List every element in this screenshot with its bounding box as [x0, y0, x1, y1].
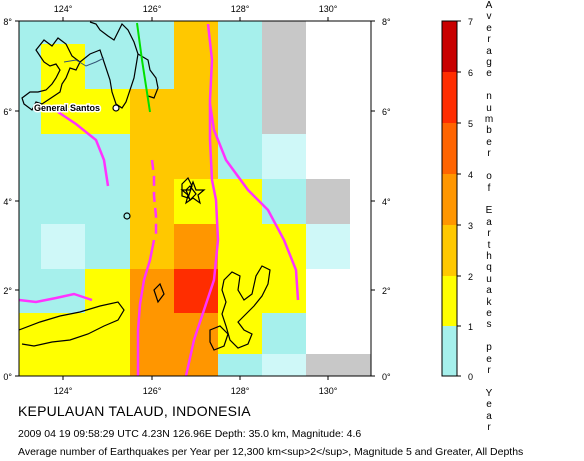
- legend-title-letter: e: [486, 307, 492, 319]
- legend-tick-7: 7: [468, 17, 473, 27]
- map-frame: [18, 20, 372, 377]
- region-title: KEPULAUAN TALAUD, INDONESIA: [18, 403, 251, 419]
- lat-tick-left-8: 8°: [3, 17, 12, 27]
- legend-title-letter: e: [486, 136, 492, 148]
- island-near-sangihe: [153, 282, 165, 304]
- lon-tick-bottom-124: 124°: [54, 386, 73, 396]
- island-small: [123, 212, 131, 220]
- morotai-coast: [209, 325, 229, 351]
- talaud-island-north: [185, 185, 197, 202]
- legend-title-letter: s: [486, 319, 492, 331]
- lat-tick-left-2: 2°: [3, 286, 12, 296]
- lat-tick-left-6: 6°: [3, 107, 12, 117]
- legend-title-letter: g: [486, 57, 492, 69]
- legend-title-letter: r: [487, 148, 491, 160]
- talaud-island-south: [181, 176, 193, 199]
- legend-title-letter: k: [486, 296, 492, 308]
- legend-title-letter: f: [487, 182, 491, 194]
- legend-tick-4: 4: [468, 170, 473, 180]
- lon-tick-top-128: 128°: [231, 4, 250, 14]
- legend-title-letter: h: [486, 250, 492, 262]
- legend-title-letter: r: [487, 34, 491, 46]
- legend-title-letter: Y: [485, 387, 493, 399]
- legend-title-letter: a: [486, 285, 492, 297]
- city-label: General Santos: [34, 103, 100, 113]
- legend-tick-2: 2: [468, 272, 473, 282]
- cotabato-trench: [57, 110, 110, 187]
- lon-tick-bottom-126: 126°: [143, 386, 162, 396]
- legend-title-letter: e: [486, 22, 492, 34]
- legend-tick-1: 1: [468, 322, 473, 332]
- lat-tick-right-2: 2°: [382, 286, 391, 296]
- legend-tick-6: 6: [468, 68, 473, 78]
- mindanao-east-coast: [79, 21, 139, 109]
- lat-tick-right-8: 8°: [382, 17, 391, 27]
- event-details: 2009 04 19 09:58:29 UTC 4.23N 126.96E De…: [18, 428, 362, 440]
- legend-title-letter: u: [486, 102, 492, 114]
- lat-tick-left-0: 0°: [3, 372, 12, 382]
- lon-tick-top-124: 124°: [54, 4, 73, 14]
- mindanao-west-coast: [21, 37, 81, 111]
- legend-title-letter: a: [486, 45, 492, 57]
- legend-title-letter: t: [487, 239, 491, 251]
- lat-tick-right-4: 4°: [382, 197, 391, 207]
- seismicity-grid: [19, 21, 371, 376]
- legend-title-letter: [482, 80, 496, 91]
- lat-tick-left-4: 4°: [3, 197, 12, 207]
- legend-title-letter: p: [486, 342, 492, 354]
- philippine-trench-east: [208, 103, 300, 301]
- legend-title-letter: r: [487, 365, 491, 376]
- lat-tick-right-0: 0°: [382, 372, 391, 382]
- legend-title-letter: a: [486, 410, 492, 422]
- legend-title-letter: e: [486, 399, 492, 411]
- sangihe-thrust-dashed: [150, 159, 158, 234]
- sangihe-thrust: [136, 239, 156, 376]
- halmahera-coast: [221, 265, 271, 349]
- philippine-trench-west: [184, 23, 220, 376]
- legend-title-letter: m: [484, 114, 494, 126]
- legend-title-letter: [482, 331, 496, 342]
- legend-title-letter: a: [486, 216, 492, 228]
- coastlines: [19, 21, 271, 351]
- legend-title-letter: b: [486, 125, 492, 137]
- legend-title-letter: q: [486, 262, 492, 274]
- lon-tick-bottom-128: 128°: [231, 386, 250, 396]
- sulawesi-north-arm: [19, 301, 125, 347]
- legend-title-letter: E: [485, 205, 493, 217]
- legend-title-letter: e: [486, 68, 492, 80]
- map-description: Average number of Earthquakes per Year p…: [18, 446, 524, 458]
- map-ticks: [15, 17, 375, 380]
- legend-title-letter: u: [486, 273, 492, 285]
- lat-tick-right-6: 6°: [382, 107, 391, 117]
- legend-title-letter: r: [487, 228, 491, 240]
- legend-title-letter: e: [486, 353, 492, 365]
- river-line: [63, 57, 105, 67]
- city-marker-icon: [112, 104, 120, 112]
- legend-title-letter: A: [485, 0, 493, 11]
- green-line: [136, 22, 151, 113]
- legend-title-letter: v: [486, 11, 492, 23]
- lon-tick-bottom-130: 130°: [319, 386, 338, 396]
- legend-tick-3: 3: [468, 221, 473, 231]
- davao-gulf-coast: [137, 53, 159, 99]
- legend-colorbar: [441, 20, 461, 377]
- plate-boundaries: [19, 23, 300, 376]
- legend-title-letter: r: [487, 422, 491, 434]
- legend-title-letter: o: [486, 171, 492, 183]
- lon-tick-top-130: 130°: [319, 4, 338, 14]
- lon-tick-top-126: 126°: [143, 4, 162, 14]
- legend-title-letter: [482, 160, 496, 171]
- seismicity-map: General Santos 124° 126° 128° 130° 124° …: [3, 4, 473, 396]
- legend-title-letter: [482, 376, 496, 387]
- legend-tick-0: 0: [468, 372, 473, 382]
- legend-title-letter: n: [486, 91, 492, 103]
- legend-tick-5: 5: [468, 119, 473, 129]
- north-sulawesi-trench: [19, 292, 93, 304]
- epicenter-star-icon: [180, 180, 206, 205]
- legend-title-letter: [482, 194, 496, 205]
